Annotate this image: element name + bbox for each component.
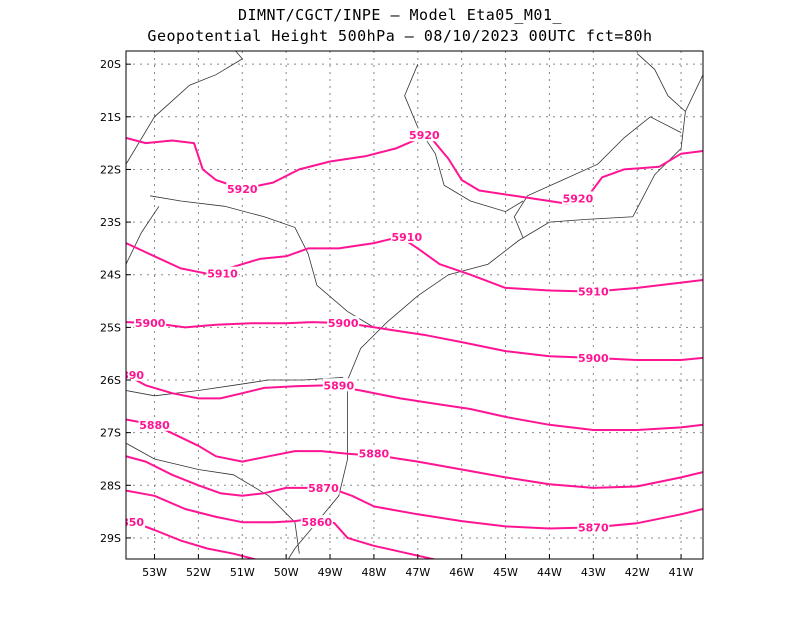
contour-label-5870: 5870 xyxy=(308,482,339,495)
contour-label-bg xyxy=(134,316,167,330)
contour-label-5870: 5870 xyxy=(578,521,609,534)
lat-tick-label: 22S xyxy=(100,163,121,176)
contour-label-5880: 5880 xyxy=(359,448,390,461)
river-parana xyxy=(126,206,160,265)
contour-5920-west xyxy=(126,136,421,190)
lon-tick-label: 44W xyxy=(537,566,562,579)
contour-label-5910: 5910 xyxy=(392,231,423,244)
plot-frame xyxy=(125,50,704,560)
contour-label-bg xyxy=(577,350,610,364)
contour-label-5920: 5920 xyxy=(563,192,594,205)
contour-label-bg xyxy=(206,266,239,280)
contour-label-5920: 5920 xyxy=(227,183,258,196)
atlantic-coastline xyxy=(287,74,703,559)
title-line-1: DIMNT/CGCT/INPE – Model Eta05_M01_ xyxy=(237,6,563,24)
lon-tick-label: 49W xyxy=(318,566,343,579)
lat-tick-label: 27S xyxy=(100,427,121,440)
latitude-axis: 20S 21S 22S 23S 24S 25S 26S 27S 28S 29S xyxy=(100,58,131,545)
lat-tick-label: 24S xyxy=(100,269,121,282)
lon-tick-label: 51W xyxy=(230,566,255,579)
lat-tick-label: 21S xyxy=(100,111,121,124)
contour-label-bg xyxy=(126,515,146,529)
contour-label-5910: 5910 xyxy=(207,268,238,281)
lon-tick-label: 52W xyxy=(186,566,211,579)
lat-tick-label: 20S xyxy=(100,58,121,71)
contour-5890 xyxy=(126,373,703,431)
contour-label-bg xyxy=(561,191,594,205)
lat-tick-label: 28S xyxy=(100,479,121,492)
contour-label-bg xyxy=(577,520,610,534)
contour-5910 xyxy=(126,235,703,293)
state-border-ms xyxy=(126,51,243,165)
longitude-axis: 53W 52W 51W 50W 49W 48W 47W 46W 45W 44W 43W 42W 41W xyxy=(142,554,694,579)
lat-tick-label: 29S xyxy=(100,532,121,545)
lat-tick-label: 25S xyxy=(100,321,121,334)
contour-label-5920: 5920 xyxy=(409,129,440,142)
contour-label-bg xyxy=(322,378,355,392)
state-border-rj xyxy=(513,116,682,239)
contour-5870 xyxy=(126,455,703,530)
contour-label-5890: 890 xyxy=(121,369,144,382)
lat-tick-label: 26S xyxy=(100,374,121,387)
contour-5860 xyxy=(126,489,438,559)
contour-label-5900: 5900 xyxy=(135,317,166,330)
contour-label-bg xyxy=(390,229,423,243)
contour-label-bg xyxy=(126,367,146,381)
contour-label-5900: 5900 xyxy=(328,317,359,330)
contour-lines xyxy=(126,136,703,559)
lat-tick-label: 23S xyxy=(100,216,121,229)
contour-label-5880: 5880 xyxy=(139,419,170,432)
contour-label-5890: 5890 xyxy=(323,379,354,392)
contour-label-bg xyxy=(300,515,333,529)
state-border-sc-rs xyxy=(126,442,300,554)
state-border-sp-pr xyxy=(150,195,375,328)
lon-tick-label: 45W xyxy=(493,566,518,579)
coastlines-and-borders xyxy=(126,51,703,559)
mg-north-border xyxy=(636,53,686,112)
lon-tick-label: 43W xyxy=(581,566,606,579)
contour-labels: 5920 5920 5920 5910 5910 5910 5900 5900 5900 5890… xyxy=(121,128,610,534)
lon-tick-label: 53W xyxy=(142,566,167,579)
contour-label-5900: 5900 xyxy=(578,352,609,365)
lon-tick-label: 50W xyxy=(274,566,299,579)
contour-label-bg xyxy=(226,181,259,195)
title-line-2: Geopotential Height 500hPa – 08/10/2023 … xyxy=(147,27,653,45)
contour-label-bg xyxy=(408,128,441,142)
contour-label-5860: 850 xyxy=(121,516,144,529)
state-border-sp-mg xyxy=(404,64,524,213)
contour-label-bg xyxy=(327,316,360,330)
contour-label-bg xyxy=(357,446,390,460)
contour-label-bg xyxy=(577,284,610,298)
contour-label-bg xyxy=(138,417,171,431)
lon-tick-label: 48W xyxy=(361,566,386,579)
contour-5880 xyxy=(126,418,703,489)
lon-tick-label: 46W xyxy=(449,566,474,579)
state-border-pr-sc xyxy=(126,377,344,397)
contour-label-bg xyxy=(307,480,340,494)
gridlines xyxy=(126,51,703,559)
contour-label-5860: 5860 xyxy=(302,516,333,529)
lon-tick-label: 47W xyxy=(405,566,430,579)
lon-tick-label: 42W xyxy=(625,566,650,579)
contour-5850 xyxy=(126,518,259,559)
contour-label-5910: 5910 xyxy=(578,286,609,299)
lon-tick-label: 41W xyxy=(669,566,694,579)
